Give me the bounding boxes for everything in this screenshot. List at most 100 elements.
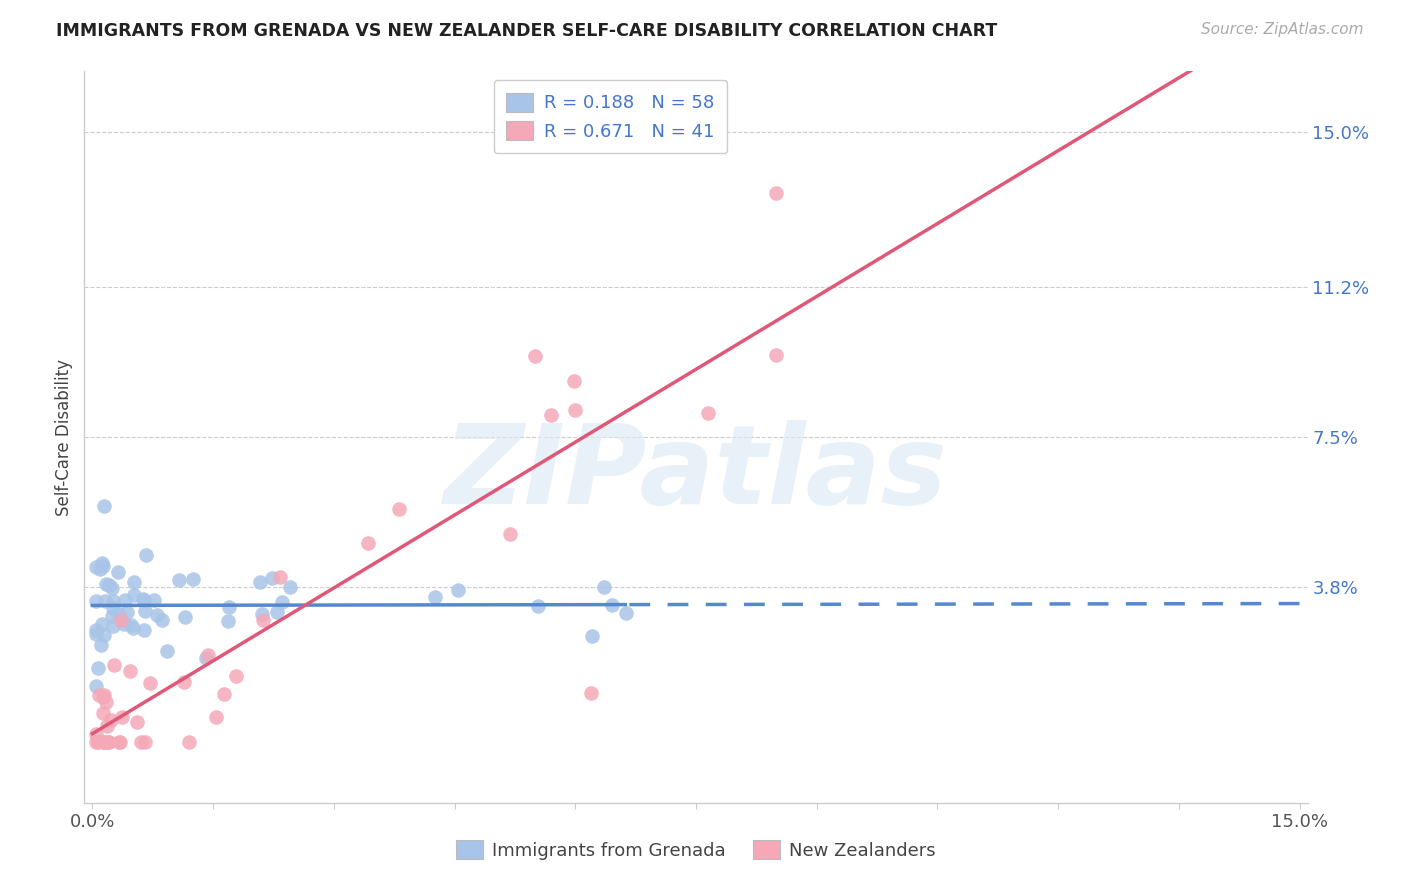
Point <box>101 601 124 615</box>
Point <box>127 714 149 729</box>
Point <box>499 527 522 541</box>
Point <box>100 713 122 727</box>
Point <box>94 735 117 749</box>
Text: ZIPatlas: ZIPatlas <box>444 420 948 527</box>
Point <box>94 577 117 591</box>
Point <box>132 623 155 637</box>
Point <box>93 628 115 642</box>
Point <box>108 607 131 621</box>
Point <box>581 629 603 643</box>
Point <box>271 595 294 609</box>
Point <box>194 650 217 665</box>
Point <box>132 592 155 607</box>
Point <box>91 617 114 632</box>
Point <box>94 593 117 607</box>
Point <box>252 613 274 627</box>
Point <box>562 375 585 389</box>
Point <box>86 627 108 641</box>
Point <box>120 617 142 632</box>
Point <box>134 735 156 749</box>
Point <box>86 679 108 693</box>
Point <box>97 735 120 749</box>
Point <box>249 575 271 590</box>
Point <box>135 548 157 562</box>
Point <box>90 638 112 652</box>
Point <box>218 599 240 614</box>
Point <box>524 349 547 363</box>
Point <box>112 616 135 631</box>
Point <box>108 735 131 749</box>
Point <box>115 605 138 619</box>
Point <box>167 573 190 587</box>
Point <box>540 408 562 422</box>
Point <box>86 594 108 608</box>
Point <box>89 562 111 576</box>
Point <box>107 565 129 579</box>
Point <box>87 688 110 702</box>
Point <box>142 592 165 607</box>
Point <box>250 607 273 621</box>
Point <box>98 577 121 591</box>
Point <box>98 735 121 749</box>
Point <box>173 674 195 689</box>
Point <box>122 621 145 635</box>
Point <box>581 686 603 700</box>
Point <box>86 735 108 749</box>
Point <box>101 581 124 595</box>
Point <box>103 657 125 672</box>
Point <box>86 560 108 574</box>
Point <box>93 499 115 513</box>
Point <box>110 613 132 627</box>
Point <box>146 608 169 623</box>
Point <box>269 570 291 584</box>
Point <box>120 664 142 678</box>
Point <box>388 502 411 516</box>
Point <box>217 614 239 628</box>
Point <box>94 695 117 709</box>
Point <box>225 669 247 683</box>
Point <box>91 735 114 749</box>
Point <box>93 735 115 749</box>
Point <box>86 624 108 638</box>
Point <box>101 594 124 608</box>
Point <box>602 598 624 612</box>
Point <box>134 603 156 617</box>
Y-axis label: Self-Care Disability: Self-Care Disability <box>55 359 73 516</box>
Point <box>91 706 114 720</box>
Point <box>93 689 115 703</box>
Point <box>124 575 146 590</box>
Point <box>93 690 115 704</box>
Text: IMMIGRANTS FROM GRENADA VS NEW ZEALANDER SELF-CARE DISABILITY CORRELATION CHART: IMMIGRANTS FROM GRENADA VS NEW ZEALANDER… <box>56 22 997 40</box>
Point <box>278 580 301 594</box>
Point <box>266 605 288 619</box>
Point <box>87 660 110 674</box>
Point <box>177 735 200 749</box>
Point <box>139 676 162 690</box>
Text: Source: ZipAtlas.com: Source: ZipAtlas.com <box>1201 22 1364 37</box>
Point <box>174 609 197 624</box>
Point <box>765 348 787 362</box>
Point <box>134 593 156 607</box>
Point <box>527 599 550 613</box>
Point <box>214 687 236 701</box>
Point <box>91 556 114 570</box>
Point <box>108 735 131 749</box>
Point <box>593 580 616 594</box>
Point <box>122 588 145 602</box>
Point <box>96 718 118 732</box>
Point <box>614 606 637 620</box>
Point <box>181 572 204 586</box>
Point <box>197 648 219 662</box>
Point <box>425 590 447 604</box>
Point <box>150 613 173 627</box>
Point <box>155 644 177 658</box>
Point <box>262 571 284 585</box>
Point <box>357 536 380 550</box>
Point <box>765 186 787 201</box>
Point <box>697 406 720 420</box>
Legend: Immigrants from Grenada, New Zealanders: Immigrants from Grenada, New Zealanders <box>449 833 943 867</box>
Point <box>111 709 134 723</box>
Point <box>564 402 586 417</box>
Point <box>114 593 136 607</box>
Point <box>103 618 125 632</box>
